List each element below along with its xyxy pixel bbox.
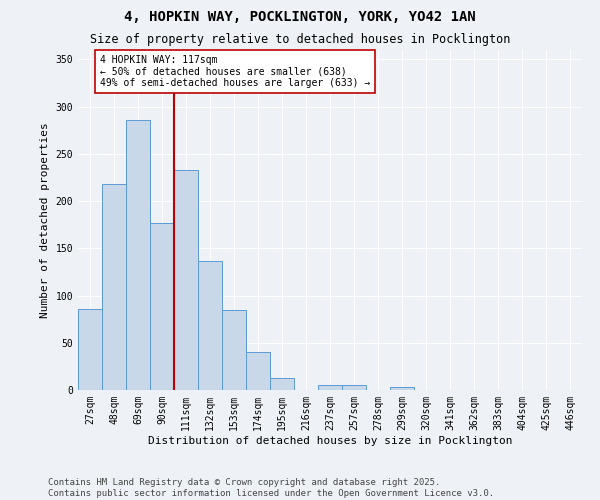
Y-axis label: Number of detached properties: Number of detached properties: [40, 122, 50, 318]
Bar: [150, 223, 174, 390]
Text: Contains HM Land Registry data © Crown copyright and database right 2025.
Contai: Contains HM Land Registry data © Crown c…: [48, 478, 494, 498]
Bar: [390, 387, 414, 390]
Bar: [318, 386, 342, 390]
Bar: [342, 386, 366, 390]
Bar: [246, 352, 270, 390]
Bar: [126, 120, 150, 390]
Bar: [78, 309, 102, 390]
X-axis label: Distribution of detached houses by size in Pocklington: Distribution of detached houses by size …: [148, 436, 512, 446]
Bar: [222, 310, 246, 390]
Text: 4 HOPKIN WAY: 117sqm
← 50% of detached houses are smaller (638)
49% of semi-deta: 4 HOPKIN WAY: 117sqm ← 50% of detached h…: [100, 54, 370, 88]
Bar: [174, 170, 198, 390]
Bar: [102, 184, 126, 390]
Text: Size of property relative to detached houses in Pocklington: Size of property relative to detached ho…: [90, 32, 510, 46]
Text: 4, HOPKIN WAY, POCKLINGTON, YORK, YO42 1AN: 4, HOPKIN WAY, POCKLINGTON, YORK, YO42 1…: [124, 10, 476, 24]
Bar: [198, 260, 222, 390]
Bar: [270, 378, 294, 390]
